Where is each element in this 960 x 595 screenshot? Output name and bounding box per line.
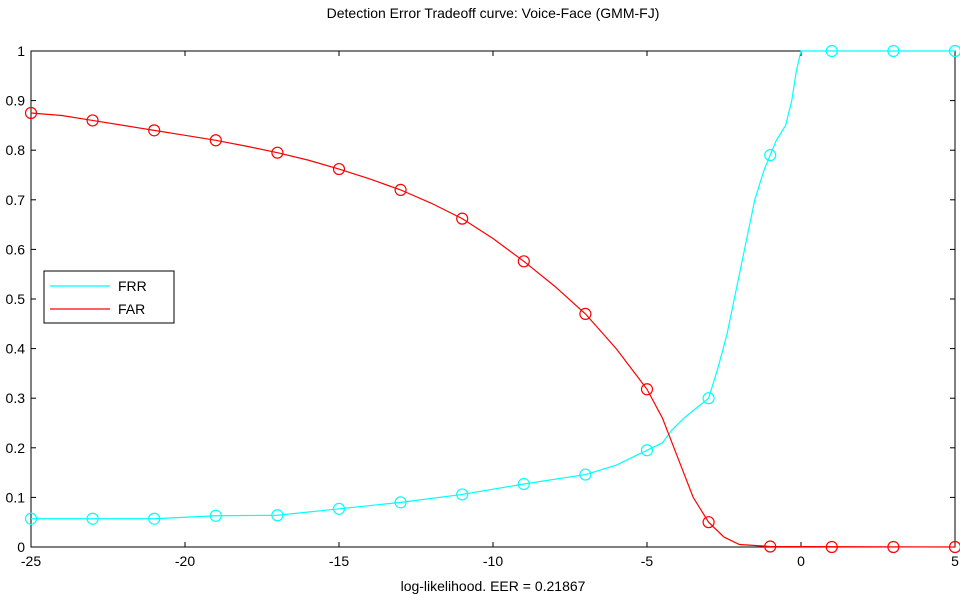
far-marker <box>702 516 715 529</box>
frr-marker <box>86 512 99 525</box>
far-marker <box>887 540 900 554</box>
y-tick-label: 0.4 <box>6 341 26 357</box>
far-marker <box>271 146 284 159</box>
far-marker <box>640 383 654 396</box>
far-series <box>24 106 960 554</box>
x-tick-label: -15 <box>329 553 349 569</box>
frr-marker <box>887 44 900 58</box>
x-tick-label: -20 <box>175 553 195 569</box>
far-marker <box>24 106 38 120</box>
legend-box <box>43 270 175 324</box>
series-layer <box>24 44 960 554</box>
y-tick-label: 0.9 <box>6 93 26 109</box>
frr-line <box>31 50 955 520</box>
far-marker <box>579 307 592 320</box>
y-tick-label: 0 <box>17 539 25 555</box>
far-marker <box>456 212 469 225</box>
frr-marker <box>640 444 654 457</box>
frr-marker <box>24 512 38 525</box>
far-marker <box>764 540 777 553</box>
x-axis-label: log-likelihood. EER = 0.21867 <box>401 578 586 594</box>
frr-series <box>24 44 960 525</box>
frr-marker <box>517 477 530 491</box>
far-marker <box>148 124 161 137</box>
frr-marker <box>579 468 592 481</box>
far-marker <box>394 183 407 196</box>
frr-marker <box>394 496 407 509</box>
y-tick-label: 0.8 <box>6 142 26 158</box>
far-marker <box>86 114 99 127</box>
frr-marker <box>702 392 715 405</box>
legend-label-far: FAR <box>118 301 145 317</box>
frr-marker <box>271 509 284 522</box>
frr-marker <box>209 509 222 522</box>
x-tick-label: -10 <box>483 553 503 569</box>
y-tick-label: 1 <box>17 43 25 59</box>
y-tick-label: 0.3 <box>6 390 26 406</box>
far-marker <box>209 134 222 147</box>
y-tick-label: 0.2 <box>6 440 26 456</box>
x-tick-label: -25 <box>21 553 41 569</box>
frr-marker <box>948 44 960 58</box>
far-marker <box>517 255 530 268</box>
legend: FRR FAR <box>43 270 175 324</box>
y-tick-label: 0.5 <box>6 291 26 307</box>
y-tick-label: 0.7 <box>6 192 26 208</box>
y-tick-label: 0.6 <box>6 241 26 257</box>
frr-marker <box>764 149 777 162</box>
x-tick-label: 0 <box>797 553 805 569</box>
frr-marker <box>825 44 838 58</box>
frr-marker <box>332 502 346 515</box>
x-tick-label: -5 <box>641 553 654 569</box>
far-marker <box>332 162 346 176</box>
far-marker <box>948 540 960 554</box>
frr-marker <box>456 488 469 501</box>
far-line <box>30 112 956 548</box>
y-tick-label: 0.1 <box>6 489 26 505</box>
far-marker <box>825 540 838 554</box>
legend-label-frr: FRR <box>118 278 147 294</box>
frr-marker <box>148 512 161 525</box>
chart-title: Detection Error Tradeoff curve: Voice-Fa… <box>327 5 660 21</box>
x-tick-label: 5 <box>951 553 959 569</box>
